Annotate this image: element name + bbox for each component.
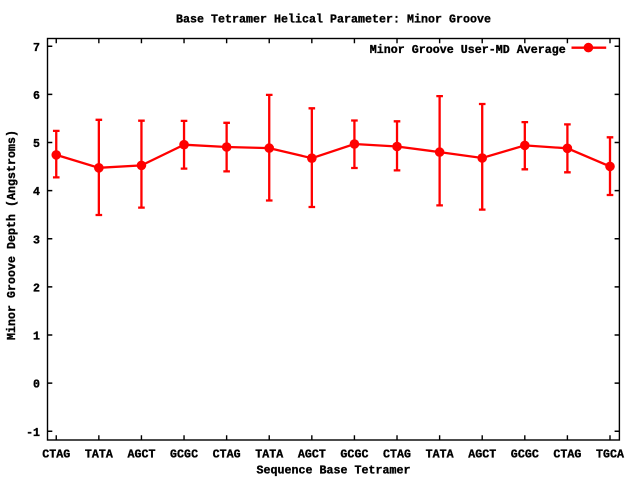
svg-text:Sequence Base Tetramer: Sequence Base Tetramer [256, 464, 410, 477]
svg-text:CTAG: CTAG [553, 449, 581, 462]
svg-text:0: 0 [33, 379, 40, 392]
svg-text:4: 4 [33, 186, 40, 199]
svg-text:GCGC: GCGC [511, 449, 539, 462]
svg-text:GCGC: GCGC [170, 449, 198, 462]
svg-text:2: 2 [33, 282, 40, 295]
svg-text:Minor Groove Depth (Angstroms): Minor Groove Depth (Angstroms) [6, 130, 19, 340]
svg-text:TATA: TATA [255, 449, 283, 462]
svg-text:TGCA: TGCA [596, 449, 624, 462]
svg-text:AGCT: AGCT [127, 449, 155, 462]
svg-text:7: 7 [33, 42, 40, 55]
svg-text:Minor Groove User-MD Average: Minor Groove User-MD Average [370, 44, 566, 57]
svg-text:5: 5 [33, 138, 40, 151]
svg-text:CTAG: CTAG [383, 449, 411, 462]
svg-text:AGCT: AGCT [468, 449, 496, 462]
svg-text:TATA: TATA [85, 449, 113, 462]
svg-text:3: 3 [33, 234, 40, 247]
svg-text:CTAG: CTAG [213, 449, 241, 462]
svg-text:AGCT: AGCT [298, 449, 326, 462]
svg-text:1: 1 [33, 331, 40, 344]
svg-text:6: 6 [33, 90, 40, 103]
svg-text:CTAG: CTAG [42, 449, 70, 462]
svg-text:GCGC: GCGC [340, 449, 368, 462]
svg-text:TATA: TATA [426, 449, 454, 462]
svg-text:-1: -1 [26, 427, 40, 440]
svg-text:Base Tetramer Helical Paramete: Base Tetramer Helical Parameter: Minor G… [176, 14, 491, 27]
